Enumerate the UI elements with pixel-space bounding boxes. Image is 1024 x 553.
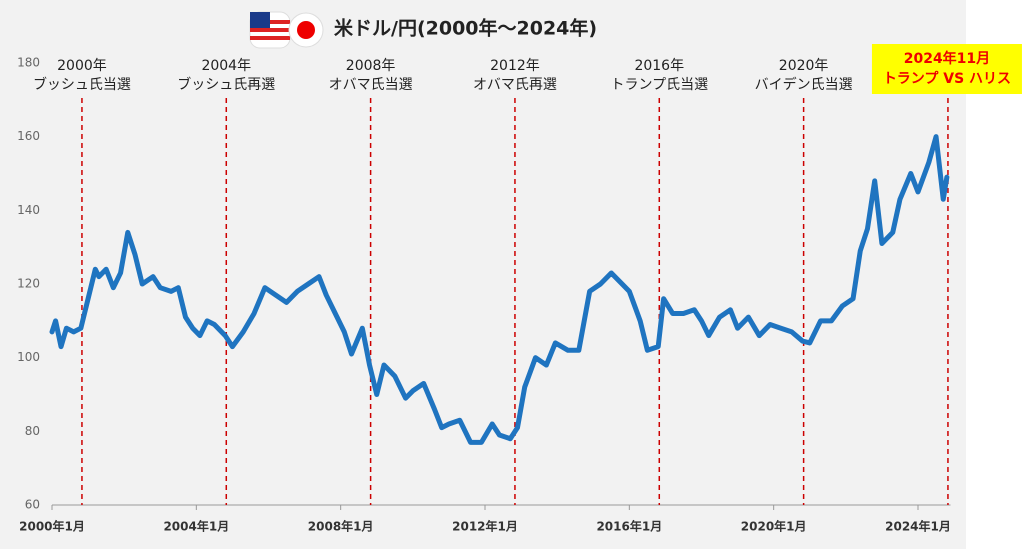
annotation-year: 2008年 xyxy=(346,58,396,74)
x-tick-label: 2000年1月 xyxy=(19,519,85,534)
annotation-text: トランプ VS ハリス xyxy=(883,71,1011,87)
x-tick-label: 2012年1月 xyxy=(452,519,518,534)
annotation-text: ブッシュ氏当選 xyxy=(33,76,131,93)
chart-title: 米ドル/円(2000年～2024年) xyxy=(334,17,597,40)
annotation-year: 2004年 xyxy=(201,58,251,74)
x-tick-label: 2020年1月 xyxy=(741,519,807,534)
y-tick-label: 140 xyxy=(17,203,40,217)
y-tick-label: 100 xyxy=(17,350,40,364)
annotation-text: バイデン氏当選 xyxy=(755,76,853,93)
y-tick-label: 180 xyxy=(17,56,40,70)
x-tick-label: 2024年1月 xyxy=(885,519,951,534)
annotation-year: 2020年 xyxy=(779,58,829,74)
x-tick-label: 2004年1月 xyxy=(163,519,229,534)
annotation-text: オバマ氏当選 xyxy=(329,77,413,93)
y-tick-label: 60 xyxy=(25,498,40,512)
chart-background xyxy=(0,0,966,549)
annotation-text: ブッシュ氏再選 xyxy=(177,76,275,93)
annotation-text: トランプ氏当選 xyxy=(610,77,708,93)
annotation-year: 2024年11月 xyxy=(904,50,990,67)
highlight-box xyxy=(871,44,1022,94)
annotation-year: 2000年 xyxy=(57,58,107,74)
y-tick-label: 80 xyxy=(25,424,40,438)
line-series xyxy=(49,134,950,445)
annotation-year: 2016年 xyxy=(634,58,684,74)
x-tick-label: 2008年1月 xyxy=(308,519,374,534)
flags xyxy=(249,11,324,49)
annotation-text: オバマ氏再選 xyxy=(473,77,557,93)
x-tick-label: 2016年1月 xyxy=(596,519,662,534)
y-tick-label: 120 xyxy=(17,277,40,291)
annotation-year: 2012年 xyxy=(490,58,540,74)
y-tick-label: 160 xyxy=(17,129,40,143)
